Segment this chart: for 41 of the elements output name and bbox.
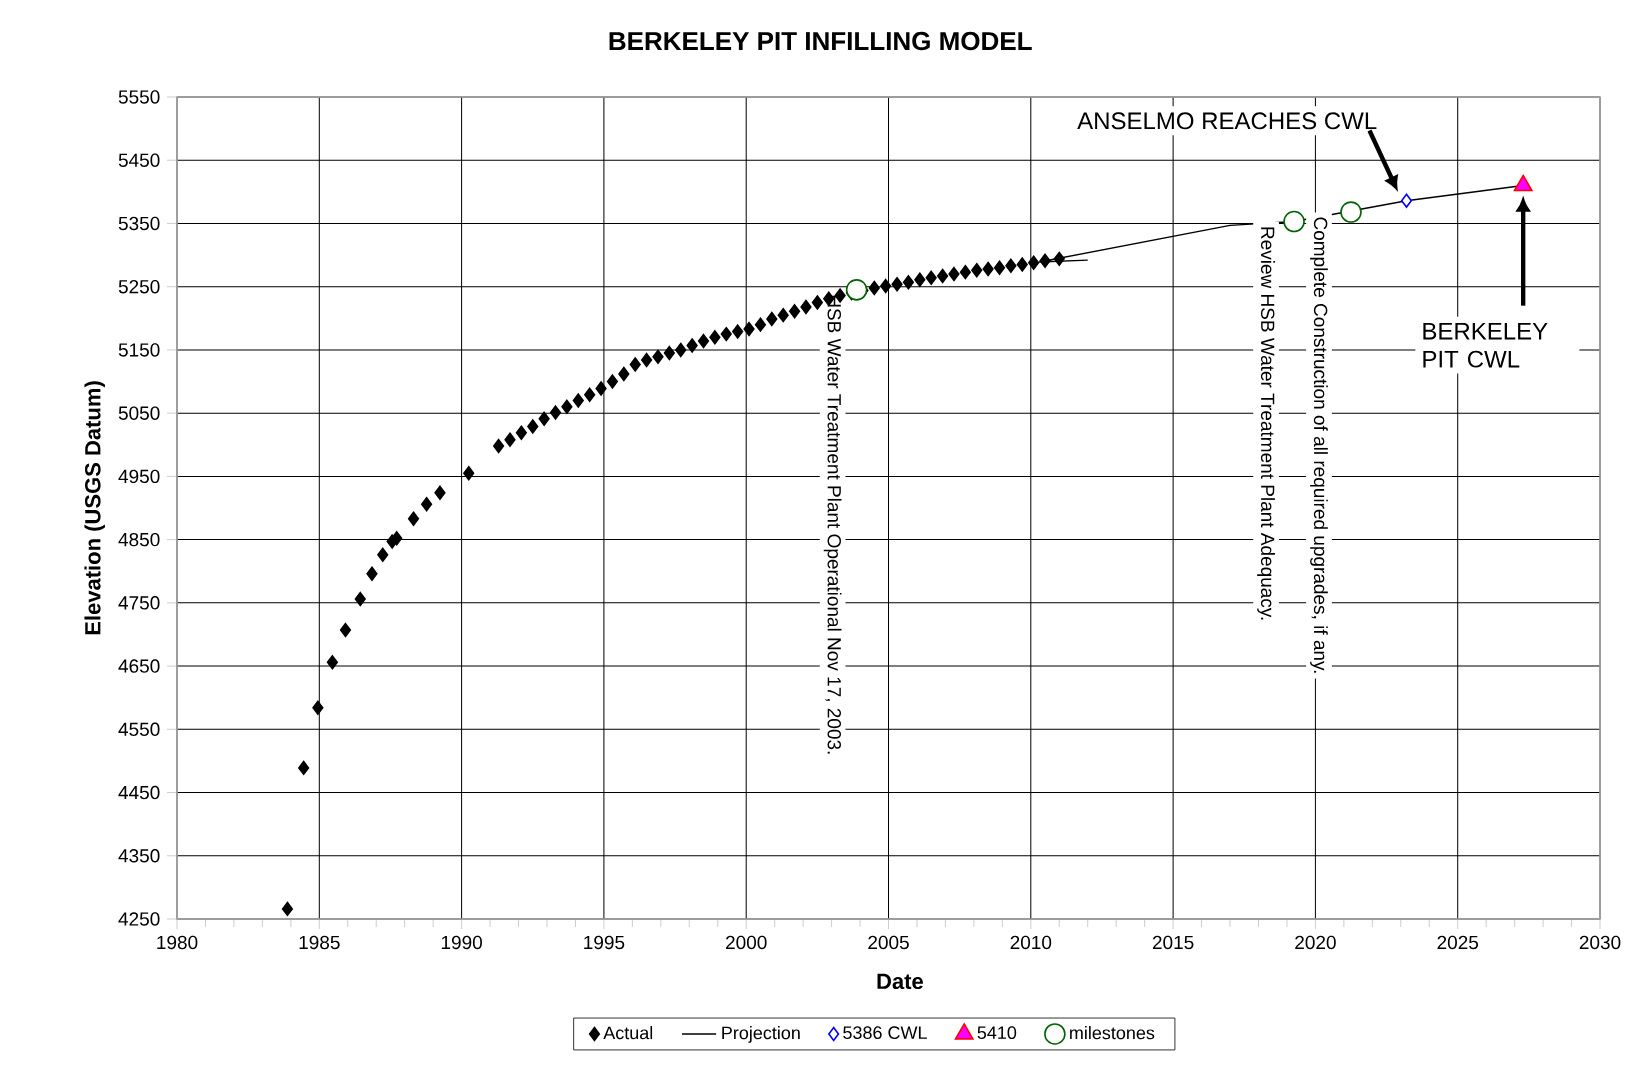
x-axis-title: Date [877,973,923,990]
y-tick-label: 5350 [118,216,160,231]
y-tick-label: 5050 [118,406,160,420]
x-tick-label: 2025 [1437,935,1479,950]
y-tick-label: 5450 [118,153,160,167]
point [1283,210,1305,233]
legend-label: Actual [603,1026,653,1040]
x-tick-label: 1995 [584,935,625,950]
annotation: BERKELEY PIT CWL [1423,322,1548,368]
y-tick-label: 4550 [118,722,160,737]
y-tick-label: 4850 [118,532,160,547]
y-tick-label: 4450 [118,785,160,800]
point [845,279,868,301]
y-axis-title: Elevation (USGS Datum) [84,381,105,635]
annotation: Review HSB Water Treatment Plant Adequacy. [1257,227,1275,620]
point [1400,193,1413,208]
x-tick-label: 1990 [441,935,482,950]
x-tick-label: 2020 [1295,935,1336,950]
legend-label: 5386 CWL [843,1026,927,1040]
x-tick-label: 2000 [726,935,767,950]
x-tick-label: 2030 [1579,935,1621,950]
y-tick-label: 4650 [118,659,160,673]
y-tick-label: 4950 [118,469,160,484]
y-tick-label: 5250 [118,279,160,294]
chart-title: BERKELEY PIT INFILLING MODEL [609,31,1032,51]
x-tick-label: 1985 [299,935,340,950]
y-tick-label: 4250 [118,912,160,926]
y-tick-label: 4350 [118,849,160,863]
x-tick-label: 2010 [1010,935,1052,950]
annotation: ANSELMO REACHES CWL [1077,112,1377,130]
point [1340,201,1362,223]
legend-label: Projection [722,1026,800,1043]
annotation: Complete Construction of all required upgrades, if any. [1310,217,1328,673]
y-tick-label: 4750 [118,596,160,610]
x-tick-label: 2005 [868,935,909,950]
legend-label: 5410 [977,1026,1017,1040]
legend-label: milestones [1070,1026,1155,1040]
y-tick-label: 5550 [118,90,160,104]
y-tick-label: 5150 [118,343,160,357]
x-tick-label: 1980 [157,935,198,950]
x-tick-label: 2015 [1152,935,1194,950]
